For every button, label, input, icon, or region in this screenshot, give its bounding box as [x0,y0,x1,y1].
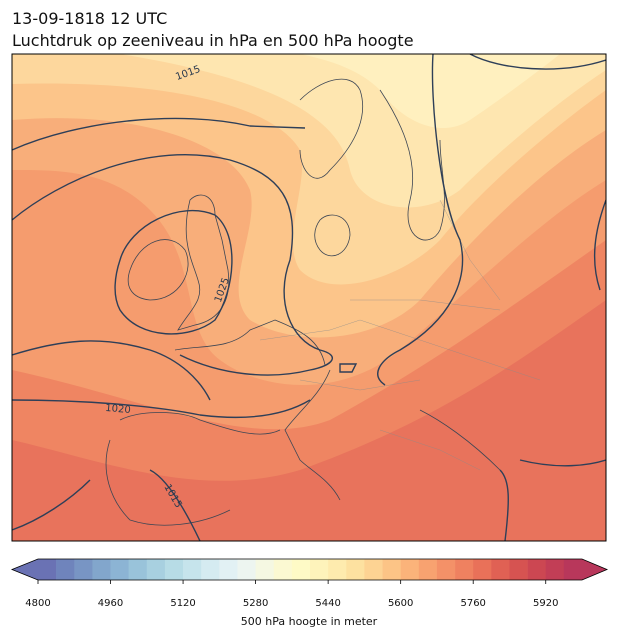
colorbar-band [291,559,311,580]
colorbar-band [418,559,438,580]
colorbar-band [382,559,401,580]
colorbar-extend-high [582,559,607,580]
colorbar-band [38,559,57,580]
colorbar-band [346,559,365,580]
colorbar-band [146,559,166,580]
colorbar-band [237,559,256,580]
colorbar-band [92,559,111,580]
colorbar-tick-label: 5440 [315,598,340,609]
colorbar-tick-label: 5760 [460,598,485,609]
colorbar-label: 500 hPa hoogte in meter [241,615,378,628]
colorbar-tick-label: 5280 [243,598,268,609]
colorbar-band [473,559,492,580]
colorbar-band [128,559,148,580]
subtitle: Luchtdruk op zeeniveau in hPa en 500 hPa… [12,31,414,50]
colorbar-band [436,559,456,580]
colorbar-band [56,559,75,580]
colorbar-band [545,559,565,580]
colorbar-band [527,559,547,580]
map-frame [11,53,607,542]
colorbar-extend-low [12,559,38,580]
colorbar-band [255,559,275,580]
map [12,54,606,541]
colorbar-tick-label: 4800 [25,598,50,609]
colorbar-band [201,559,220,580]
colorbar-band [273,559,293,580]
colorbar-tick-label: 5920 [533,598,558,609]
colorbar-tick-label: 5600 [388,598,413,609]
contour-label: 1020 [105,403,131,416]
colorbar-band [74,559,93,580]
colorbar-tick-label: 4960 [98,598,123,609]
colorbar-tick-label: 5120 [170,598,195,609]
colorbar-band [183,559,202,580]
colorbar-band [364,559,383,580]
colorbar-band [328,559,347,580]
colorbar-band [491,559,510,580]
colorbar-band [164,559,184,580]
colorbar-band [563,559,583,580]
colorbar-band [509,559,528,580]
colorbar-band [400,559,420,580]
colorbar-band [310,559,329,580]
colorbar-band [219,559,238,580]
colorbar-band [110,559,129,580]
colorbar-band [455,559,474,580]
title: 13-09-1818 12 UTC [12,9,167,28]
